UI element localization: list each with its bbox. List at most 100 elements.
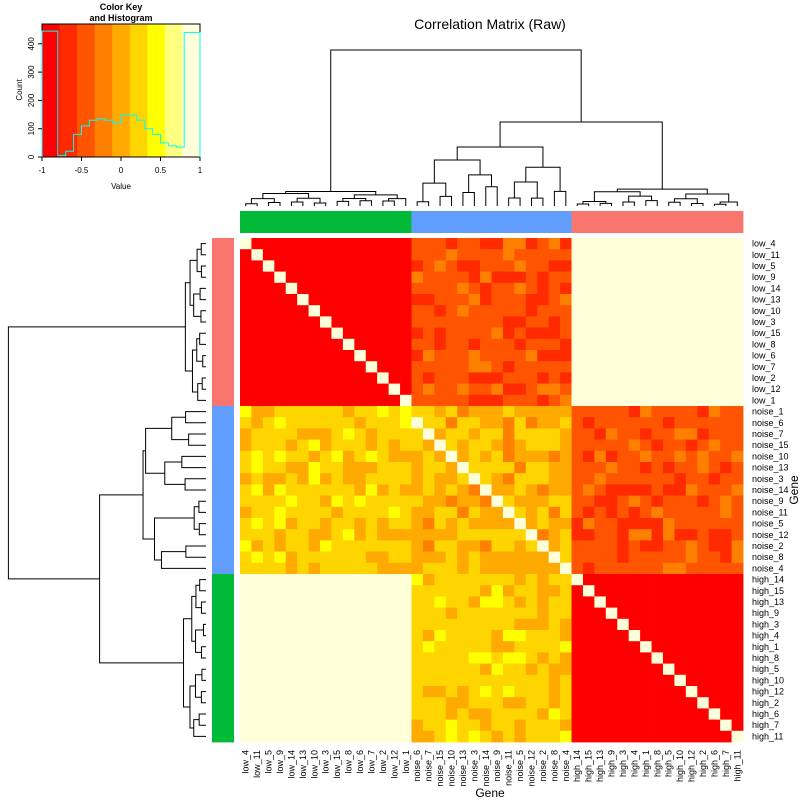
heatmap-cell — [240, 417, 252, 429]
heatmap-cell — [434, 562, 447, 575]
heatmap-cell — [331, 618, 344, 631]
heatmap-cell — [560, 540, 572, 552]
heatmap-cell — [491, 674, 504, 687]
heatmap-cell — [491, 260, 504, 272]
heatmap-cell — [514, 719, 527, 732]
chart-title: Correlation Matrix (Raw) — [414, 16, 566, 32]
heatmap-cell — [331, 630, 344, 642]
heatmap-cell — [662, 439, 675, 452]
heatmap-cell — [514, 428, 527, 440]
heatmap-cell — [491, 652, 504, 664]
heatmap-cell — [537, 450, 550, 463]
heatmap-cell — [331, 719, 344, 732]
heatmap-cell — [274, 585, 287, 597]
heatmap-cell — [400, 618, 412, 631]
heatmap-cell — [537, 484, 550, 496]
heatmap-cell — [308, 708, 321, 720]
dendrogram-branch — [189, 685, 196, 729]
heatmap-cell — [274, 607, 287, 620]
heatmap-cell — [342, 506, 355, 519]
heatmap-cell — [628, 484, 641, 496]
heatmap-cell — [617, 518, 630, 530]
heatmap-cell — [388, 674, 401, 687]
heatmap-cell — [480, 641, 492, 653]
heatmap-cell — [731, 394, 744, 407]
heatmap-cell — [320, 282, 332, 295]
color-key-panel: Color Key and Histogram -1 -0.5 0 0.5 1 0100… — [15, 2, 203, 191]
heatmap-cell — [731, 462, 744, 474]
heatmap-cell — [342, 641, 355, 653]
heatmap-cell — [445, 540, 458, 552]
heatmap-cell — [240, 730, 252, 743]
heatmap-cell — [331, 249, 344, 261]
heatmap-cell — [422, 271, 435, 284]
heatmap-cell — [262, 641, 275, 653]
heatmap-cell — [240, 719, 252, 732]
heatmap-cell — [662, 674, 675, 687]
heatmap-cell — [571, 260, 584, 272]
heatmap-cell — [262, 473, 275, 485]
heatmap-cell — [354, 495, 367, 508]
heatmap-cell — [422, 361, 435, 373]
heatmap-cell — [274, 271, 287, 284]
heatmap-cell — [651, 428, 664, 440]
heatmap-cell — [411, 282, 424, 295]
heatmap-cell — [548, 730, 561, 743]
heatmap-cell — [422, 439, 435, 452]
heatmap-cell — [560, 618, 572, 631]
heatmap-cell — [662, 316, 675, 328]
heatmap-cell — [308, 450, 321, 463]
heatmap-cell — [617, 618, 630, 631]
heatmap-cell — [662, 450, 675, 463]
heatmap-cell — [674, 260, 687, 272]
heatmap-cell — [457, 350, 470, 362]
heatmap-cell — [525, 372, 538, 384]
heatmap-cell — [297, 663, 309, 676]
heatmap-cell — [468, 238, 481, 250]
heatmap-cell — [582, 305, 595, 317]
heatmap-cell — [342, 305, 355, 317]
heatmap-cell — [628, 394, 641, 407]
heatmap-cell — [434, 663, 447, 676]
heatmap-cell — [308, 607, 321, 620]
row-group-swatch — [212, 338, 234, 351]
heatmap-cell — [445, 350, 458, 362]
heatmap-cell — [251, 540, 264, 552]
heatmap-cell — [502, 719, 515, 732]
heatmap-cell — [537, 394, 550, 407]
heatmap-cell — [342, 394, 355, 407]
column-label: noise_4 — [561, 750, 571, 782]
column-group-swatch — [662, 211, 675, 233]
heatmap-cell — [582, 327, 595, 340]
column-group-swatch — [731, 211, 744, 233]
heatmap-cell — [525, 719, 538, 732]
heatmap-cell — [251, 238, 264, 250]
column-label: noise_15 — [435, 750, 445, 787]
heatmap-cell — [731, 596, 744, 608]
heatmap-cell — [342, 473, 355, 485]
heatmap-cell — [354, 551, 367, 564]
heatmap-cell — [560, 641, 572, 653]
heatmap-cell — [594, 551, 607, 564]
heatmap-cell — [377, 473, 390, 485]
heatmap-cell — [445, 518, 458, 530]
heatmap-cell — [502, 518, 515, 530]
heatmap-cell — [457, 327, 470, 340]
heatmap-cell — [662, 327, 675, 340]
column-label: low_6 — [355, 750, 365, 774]
row-label: low_4 — [752, 239, 776, 249]
heatmap-cell — [240, 462, 252, 474]
heatmap-cell — [685, 674, 698, 687]
heatmap-cell — [594, 607, 607, 620]
heatmap-cell — [514, 361, 527, 373]
heatmap-cell — [491, 719, 504, 732]
heatmap-cell — [434, 473, 447, 485]
heatmap-cell — [640, 316, 652, 328]
heatmap-cell — [480, 506, 492, 519]
heatmap-cell — [240, 305, 252, 317]
heatmap-cell — [480, 282, 492, 295]
heatmap-cell — [422, 294, 435, 306]
heatmap-cell — [674, 383, 687, 396]
dendrogram-branch — [268, 201, 281, 206]
heatmap-cell — [240, 260, 252, 272]
